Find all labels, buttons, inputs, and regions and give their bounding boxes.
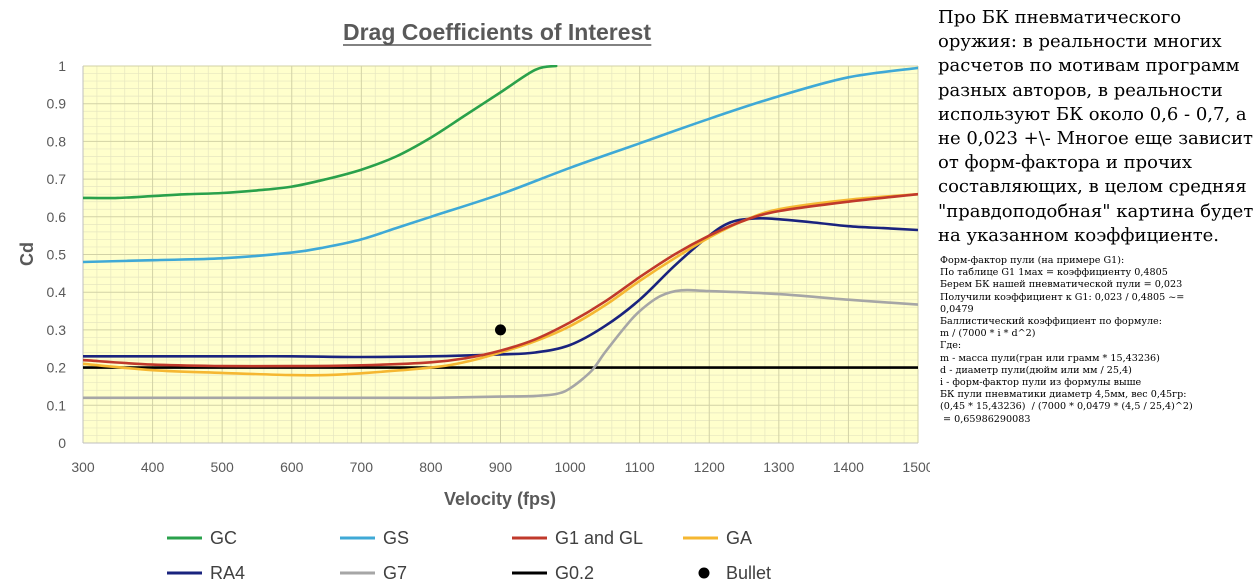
x-tick-label: 600 — [280, 459, 304, 475]
note-main-text: Про БК пневматического оружия: в реально… — [938, 7, 1254, 246]
legend-label-g0-2: G0.2 — [555, 563, 594, 583]
note-calc-line: Форм-фактор пули (на примере G1): — [940, 255, 1125, 267]
x-tick-label: 800 — [419, 459, 443, 475]
series-line-g7 — [83, 288, 918, 400]
y-tick-label: 0.8 — [47, 133, 67, 149]
drag-coefficient-chart: 300 400 500 600 700 800 900 1000 1100 1200 1300 140… — [17, 19, 930, 583]
x-tick-label: 500 — [210, 459, 234, 475]
series-line-gc — [83, 65, 558, 200]
y-tick-label: 0.1 — [47, 397, 67, 413]
x-tick-label: 400 — [141, 459, 165, 475]
y-tick-label: 0 — [58, 435, 66, 451]
y-tick-label: 0.7 — [47, 171, 67, 187]
note-calc-line: Баллистический коэффициент по формуле: — [940, 316, 1162, 328]
note-calc-line: Где: — [940, 340, 962, 352]
note-calc-line: m / (7000 * i * d^2) — [940, 328, 1036, 340]
x-tick-label: 1100 — [625, 459, 655, 475]
x-tick-label: 700 — [350, 459, 374, 475]
x-tick-labels: 300 400 500 600 700 800 900 1000 1100 1200 1300 140… — [71, 459, 930, 475]
bullet-point-marker — [495, 324, 506, 336]
legend-label-gc: GC — [210, 528, 237, 548]
chart-legend: GC GS G1 and GL GA RA4 G7 G0.2 Bullet — [167, 528, 771, 583]
note-calc-line: i - форм-фактор пули из формулы выше — [940, 377, 1142, 389]
note-calc-line: БК пули пневматики диаметр 4,5мм, вес 0,… — [940, 389, 1187, 401]
y-tick-label: 0.2 — [47, 360, 67, 376]
series-line-ra4 — [83, 216, 918, 359]
y-tick-label: 0.9 — [47, 96, 67, 112]
points-layer — [495, 324, 506, 336]
legend-label-bullet: Bullet — [726, 563, 771, 583]
note-calc-line: d - диаметр пули(дюйм или мм / 25,4) — [940, 364, 1132, 376]
x-tick-label: 900 — [489, 459, 513, 475]
series-layer — [83, 65, 918, 400]
y-tick-labels: 0 0.1 0.2 0.3 0.4 0.5 0.6 0.7 0.8 0.9 1 — [47, 58, 67, 451]
series-line-gs — [83, 66, 918, 264]
legend-label-gs: GS — [383, 528, 409, 548]
note-calc-line: m - масса пули(гран или грамм * 15,43236… — [940, 352, 1160, 364]
x-tick-label: 1300 — [763, 459, 794, 475]
note-calc-line: По таблице G1 1мах = коэффициенту 0,4805 — [940, 267, 1168, 279]
legend-label-ga: GA — [726, 528, 752, 548]
note-calc-line: 0,0479 — [940, 303, 974, 315]
x-tick-label: 1000 — [555, 459, 586, 475]
note-calc-line: Берем БК нашей пневматической пули = 0,0… — [940, 279, 1183, 291]
note-calc-line: (0,45 * 15,43236) / (7000 * 0,0479 * (4,… — [940, 401, 1193, 413]
y-axis-label: Cd — [17, 242, 37, 266]
legend-label-ra4: RA4 — [210, 563, 245, 583]
legend-label-g1-and-gl: G1 and GL — [555, 528, 643, 548]
series-line-g1-and-gl — [83, 192, 918, 368]
legend-label-g7: G7 — [383, 563, 407, 583]
note-calc-line: Получили коэффициент к G1: 0,023 / 0,480… — [940, 291, 1185, 303]
x-tick-label: 1200 — [694, 459, 725, 475]
note-panel: Про БК пневматического оружия: в реально… — [938, 6, 1256, 426]
y-tick-label: 0.4 — [47, 284, 67, 300]
legend-swatch-bullet — [698, 567, 710, 579]
note-calculation: Форм-фактор пули (на примере G1): По табл… — [940, 255, 1256, 426]
note-calc-line: = 0,65986290083 — [940, 413, 1031, 425]
x-tick-label: 1500 — [902, 459, 930, 475]
y-tick-label: 0.5 — [47, 247, 67, 263]
y-tick-label: 0.6 — [47, 209, 67, 225]
y-tick-label: 1 — [58, 58, 66, 74]
x-tick-label: 1400 — [833, 459, 864, 475]
chart-title: Drag Coefficients of Interest — [343, 19, 651, 45]
x-axis-label: Velocity (fps) — [444, 489, 556, 509]
y-tick-label: 0.3 — [47, 322, 67, 338]
x-tick-label: 300 — [71, 459, 95, 475]
